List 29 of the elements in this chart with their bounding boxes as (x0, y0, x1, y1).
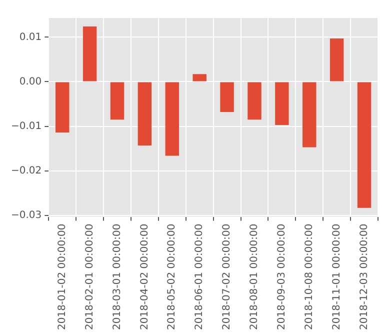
x-tick-label: 2018-02-01 00:00:00 (84, 224, 96, 330)
bar (302, 82, 316, 148)
x-tick-label: 2018-03-01 00:00:00 (112, 224, 123, 330)
x-tick-label: 2018-11-01 00:00:00 (331, 224, 342, 330)
y-tick-label: −0.01 (10, 120, 42, 132)
bar (110, 82, 124, 120)
bar (248, 82, 262, 120)
bar (357, 82, 372, 208)
bar (330, 38, 344, 82)
x-tick-label: 2018-10-08 00:00:00 (304, 224, 315, 330)
bar (220, 82, 234, 112)
x-tick-label: 2018-06-01 00:00:00 (194, 224, 206, 330)
y-tick-label: 0.01 (19, 32, 42, 43)
y-tick-label: −0.02 (10, 165, 42, 176)
bar (275, 82, 289, 125)
x-tick-label: 2018-09-03 00:00:00 (276, 224, 288, 330)
y-tick-label: 0.00 (19, 76, 42, 88)
bar (82, 26, 97, 82)
x-tick-label: 2018-12-03 00:00:00 (358, 224, 370, 330)
x-tick-label: 2018-08-01 00:00:00 (249, 224, 260, 330)
bar (192, 74, 206, 82)
bar (138, 82, 152, 146)
x-tick-label: 2018-01-02 00:00:00 (56, 224, 68, 330)
x-tick-label: 2018-05-02 00:00:00 (166, 224, 178, 330)
x-tick-label: 2018-04-02 00:00:00 (139, 224, 150, 330)
x-tick-label: 2018-07-02 00:00:00 (222, 224, 233, 330)
bar (165, 82, 180, 156)
bar (56, 82, 70, 133)
y-tick-label: −0.03 (10, 210, 42, 222)
